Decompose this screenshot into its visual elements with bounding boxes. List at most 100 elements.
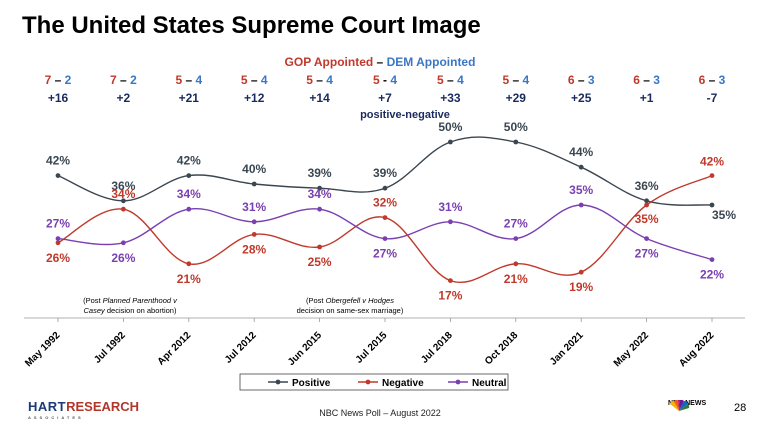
label-positive-1: 36% <box>111 179 135 193</box>
point-neutral-1 <box>121 240 126 246</box>
point-negative-7 <box>513 261 519 267</box>
point-neutral-8 <box>578 202 584 208</box>
point-neutral-0 <box>55 236 61 242</box>
legend: Positive Negative Neutral <box>239 373 509 391</box>
label-neutral-7: 27% <box>504 217 528 231</box>
court-split-8: 6 – 3 <box>568 73 595 87</box>
point-negative-8 <box>578 269 584 275</box>
point-positive-9 <box>644 198 649 204</box>
x-tick-3: Jul 2012 <box>223 330 259 366</box>
net-value-1: +2 <box>117 91 131 105</box>
data-labels: 42% 36% 42% 40% 39% 39% 50% 50% 44% 36% 35% 26% 34% 2… <box>46 120 736 303</box>
label-negative-6: 17% <box>438 289 462 303</box>
point-positive-2 <box>186 173 192 179</box>
net-value-6: +33 <box>440 91 461 105</box>
footer-source: NBC News Poll – August 2022 <box>319 408 441 418</box>
point-negative-3 <box>251 232 257 237</box>
net-value-2: +21 <box>179 91 200 105</box>
gop-appointed-label: GOP Appointed <box>285 55 374 69</box>
point-negative-10 <box>709 173 715 179</box>
legend-item-negative: Negative <box>358 378 424 389</box>
point-negative-9 <box>644 202 649 208</box>
label-positive-9: 36% <box>635 179 659 193</box>
point-neutral-5 <box>382 236 388 242</box>
label-negative-4: 25% <box>308 255 332 269</box>
note-obergefell-2: decision on same-sex marriage) <box>297 306 404 315</box>
header-separator: – <box>373 55 386 69</box>
court-split-7: 5 – 4 <box>502 73 529 87</box>
label-positive-4: 39% <box>308 166 332 180</box>
label-neutral-5: 27% <box>373 247 397 261</box>
hart-research-logo: HARTRESEARCH ASSOCIATES <box>28 399 140 420</box>
net-value-0: +16 <box>48 91 69 105</box>
label-negative-5: 32% <box>373 196 397 210</box>
label-negative-1: 34% <box>111 187 135 201</box>
net-value-8: +25 <box>571 91 592 105</box>
dem-appointed-label: DEM Appointed <box>387 55 476 69</box>
point-negative-6 <box>448 278 453 283</box>
label-positive-10: 35% <box>712 208 736 222</box>
point-positive-8 <box>578 164 584 170</box>
x-tick-10: Aug 2022 <box>677 330 717 370</box>
x-tick-2: Apr 2012 <box>156 330 194 368</box>
point-neutral-2 <box>186 206 192 212</box>
net-label: positive-negative <box>360 109 450 121</box>
label-neutral-6: 31% <box>438 200 462 214</box>
x-tick-7: Oct 2018 <box>483 330 521 368</box>
point-positive-0 <box>55 173 61 179</box>
point-negative-2 <box>186 261 192 267</box>
point-neutral-3 <box>251 219 257 225</box>
court-split-10: 6 – 3 <box>699 73 726 87</box>
point-positive-10 <box>709 202 715 208</box>
point-positive-4 <box>317 185 322 191</box>
court-split-2: 5 – 4 <box>175 73 202 87</box>
point-neutral-10 <box>709 257 715 262</box>
x-tick-1: Jul 1992 <box>92 330 128 366</box>
label-positive-2: 42% <box>177 154 201 168</box>
x-tick-5: Jul 2015 <box>354 330 390 366</box>
point-neutral-4 <box>317 206 322 212</box>
label-neutral-3: 31% <box>242 200 266 214</box>
x-tick-labels: May 1992 Jul 1992 Apr 2012 Jul 2012 Jun 2015… <box>23 318 717 369</box>
net-value-4: +14 <box>309 91 330 105</box>
point-negative-4 <box>317 244 322 250</box>
label-negative-8: 19% <box>569 280 593 294</box>
label-neutral-8: 35% <box>569 183 593 197</box>
peacock-icon <box>670 400 690 411</box>
net-value-10: -7 <box>707 91 718 105</box>
point-positive-5 <box>382 185 388 191</box>
court-split-row: 7 – 2 7 – 2 5 – 4 5 – 4 5 – 4 5 - 4 5 – 4 5 – 4… <box>45 73 726 87</box>
label-negative-3: 28% <box>242 242 266 256</box>
label-positive-0: 42% <box>46 154 70 168</box>
point-neutral-7 <box>513 236 519 242</box>
point-neutral-9 <box>644 236 649 242</box>
label-negative-2: 21% <box>177 272 201 286</box>
label-positive-3: 40% <box>242 162 266 176</box>
x-tick-9: May 2022 <box>612 330 652 370</box>
point-positive-7 <box>513 139 519 145</box>
net-row: +16 +2 +21 +12 +14 +7 +33 +29 +25 +1 -7 <box>48 91 718 105</box>
label-negative-10: 42% <box>700 155 724 169</box>
note-obergefell: (Post Obergefell v Hodges <box>306 296 394 305</box>
label-negative-9: 35% <box>635 212 659 226</box>
x-tick-4: Jun 2015 <box>286 330 324 368</box>
label-negative-0: 26% <box>46 251 70 265</box>
label-neutral-4: 34% <box>308 187 332 201</box>
label-positive-5: 39% <box>373 166 397 180</box>
x-tick-8: Jan 2021 <box>548 330 586 368</box>
legend-item-positive: Positive <box>268 378 331 389</box>
note-casey-2: Casey decision on abortion) <box>84 306 177 315</box>
point-neutral-6 <box>448 219 453 225</box>
svg-text:Positive: Positive <box>292 378 331 389</box>
nbc-news-logo: NBC NEWS <box>668 400 706 411</box>
note-casey: (Post Planned Parenthood v <box>83 296 178 305</box>
label-negative-7: 21% <box>504 272 528 286</box>
net-value-3: +12 <box>244 91 265 105</box>
court-split-9: 6 – 3 <box>633 73 660 87</box>
point-positive-3 <box>251 181 257 187</box>
court-split-4: 5 – 4 <box>306 73 333 87</box>
label-neutral-10: 22% <box>700 268 724 282</box>
point-negative-0 <box>55 240 61 246</box>
point-positive-6 <box>448 139 453 145</box>
court-split-5: 5 - 4 <box>373 73 397 87</box>
